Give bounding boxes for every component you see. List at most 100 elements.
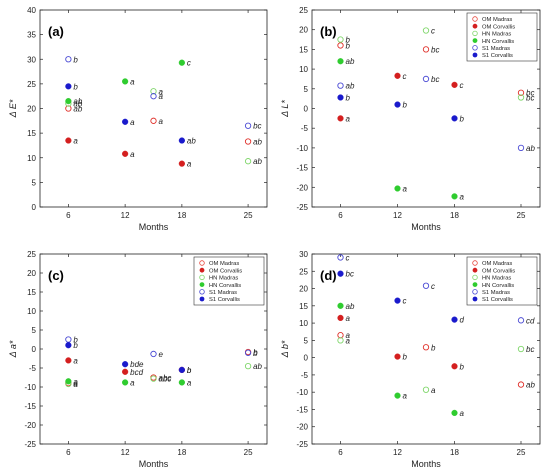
data-label: bc [253,122,261,131]
data-point [122,368,129,375]
data-point [394,101,401,108]
data-label: a [460,192,465,201]
legend-entry-label: OM Madras [209,261,239,267]
data-label: a [73,137,78,146]
x-tick-label: 12 [121,448,130,457]
data-label: a [130,77,135,86]
y-tick-label: 20 [299,26,308,35]
data-label: c [431,26,435,35]
series-om_corvallis: a c c [337,72,464,123]
y-tick-label: 10 [27,154,36,163]
legend-marker [472,296,478,302]
data-label: a [159,92,164,101]
y-tick-label: 25 [27,80,36,89]
data-point [517,345,525,353]
y-tick-label: 25 [299,267,308,276]
legend-entry-label: OM Corvallis [209,268,242,274]
legend-entry-label: HN Madras [482,276,511,282]
x-tick-label: 6 [338,211,343,220]
panel-c: 6 12 18 25 -25 -20 -15 -10 -5 0 5 10 15 20 25 Months Δ a… [8,250,268,468]
legend-entry-label: HN Corvallis [482,39,514,45]
data-label: a [73,380,78,389]
data-point [65,56,72,63]
data-point [422,344,430,351]
data-point [394,353,401,360]
x-tick-label: 25 [517,211,526,220]
data-point [337,42,344,49]
data-label: ab [73,100,82,109]
data-label: bc [526,345,534,354]
y-tick-label: -15 [24,402,36,411]
y-tick-label: 5 [32,326,37,335]
series-om_corvallis: a a a [65,137,192,169]
data-point [65,98,72,105]
y-tick-label: -5 [301,371,309,380]
data-label: a [346,336,351,345]
legend-marker [472,16,478,22]
y-tick-label: 5 [32,178,37,187]
data-point [150,88,157,95]
panel-label: (d) [320,268,337,283]
y-tick-label: -25 [24,440,36,449]
legend-marker [199,296,205,302]
data-point [422,282,430,289]
data-point [337,254,344,261]
legend-marker [199,267,205,273]
x-tick-label: 25 [244,211,253,220]
data-point [422,75,430,83]
data-point [244,158,252,165]
data-label: bde [130,360,144,369]
legend-box [466,256,538,306]
x-tick-label: 12 [393,211,402,220]
y-tick-label: -10 [296,388,308,397]
data-label: a [159,87,164,96]
y-axis-label: Δ E* [8,99,18,118]
data-label: a [187,160,192,169]
y-axis-label: Δ b* [280,340,290,358]
panel-label: (b) [320,24,337,39]
data-label: ab [346,57,355,66]
series-om_corvallis: a bcd b [65,356,192,377]
y-tick-label: 30 [299,250,308,259]
y-tick-label: 25 [27,250,36,259]
y-tick-label: 0 [304,354,309,363]
data-point [337,314,344,322]
data-point [517,144,525,152]
data-point [394,297,401,304]
x-axis-label: Months [139,222,169,232]
data-point [337,302,344,309]
legend-marker [472,274,478,281]
data-label: b [403,353,408,362]
legend-entry-label: OM Madras [482,261,512,267]
data-label: abc [159,374,172,383]
y-tick-label: 15 [299,45,308,54]
data-point [65,357,72,364]
data-label: b [187,366,192,375]
y-tick-label: 15 [27,129,36,138]
data-point [422,386,430,393]
data-label: b [253,348,258,357]
y-tick-label: -20 [296,183,308,192]
data-label: a [346,331,351,340]
data-point [451,409,458,417]
y-tick-label: -5 [29,364,37,373]
data-label: b [73,336,78,345]
legend-entry-label: HN Corvallis [482,283,514,289]
data-label: a [431,386,436,395]
data-label: ab [253,362,262,371]
data-point [178,160,185,167]
legend-entry-label: HN Corvallis [209,283,241,289]
data-point [451,81,458,88]
y-tick-label: -15 [296,164,308,173]
data-label: b [346,93,351,102]
legend-box [193,256,265,306]
y-tick-label: -15 [296,405,308,414]
y-tick-label: 10 [299,319,308,328]
y-tick-label: -5 [301,124,309,133]
data-label: b [346,36,351,45]
y-tick-label: 25 [299,6,308,15]
